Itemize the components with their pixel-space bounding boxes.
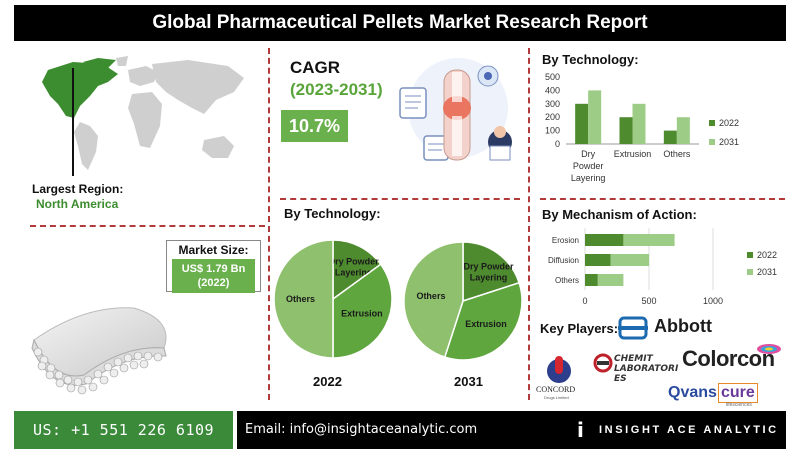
pie-label: Layering [335,267,373,277]
bar-2022 [619,117,633,144]
y-tick-label: 300 [545,99,560,109]
legend-label: 2022 [757,250,777,260]
category-label: Dry [581,149,595,159]
legend-label: 2031 [757,267,777,277]
pie-slice [332,263,393,359]
pie-slice [443,281,523,361]
footer-bar: Email: info@insightaceanalytic.com i INS… [237,411,786,449]
market-size-year: (2022) [197,277,230,289]
y-tick-label: 500 [545,72,560,82]
pie-slice [332,239,382,301]
tech-pie-title: By Technology: [284,206,381,221]
market-size-box: Market Size: US$ 1.79 Bn (2022) [166,240,261,293]
pie-slice [462,241,521,303]
y-tick-label: 100 [545,126,560,136]
legend-label: 2031 [719,137,739,147]
category-label: Diffusion [548,256,579,265]
pie-label: Extrusion [465,319,507,329]
y-tick-label: 400 [545,85,560,95]
cagr-title: CAGR [290,58,341,77]
key-players-label: Key Players: [540,321,619,336]
abbott-name: Abbott [654,316,712,336]
category-label: Layering [571,173,606,183]
colorcon-logo [757,344,781,354]
bar-2031 [610,254,649,266]
divider [268,48,270,400]
category-label: Erosion [552,236,579,245]
concord-logo [547,356,571,383]
brand-icon: i [577,418,584,442]
divider [540,198,785,200]
largest-region-label: Largest Region: [32,182,124,196]
divider [528,48,530,400]
pie-label: Others [416,291,445,301]
bar-2031 [588,90,602,144]
report-title: Global Pharmaceutical Pellets Market Res… [14,5,786,41]
x-tick-label: 1000 [703,296,723,306]
pie-slice [403,241,464,359]
pie-caption-2022: 2022 [313,374,342,389]
market-size-value: US$ 1.79 Bn (2022) [172,259,255,293]
concord-name: CONCORD [536,385,576,394]
divider [280,198,520,200]
tech-bar-chart: 0 100 200 300 400 500 Dry Powder Layering Extrusi… [545,72,739,183]
x-tick-label: 0 [582,296,587,306]
category-label: Powder [573,161,604,171]
pie-slice [273,239,334,359]
pie-label: Dry Powder [463,261,514,271]
bar-2031 [632,103,646,144]
bar-2022 [585,234,624,246]
qvans-name: Qvans [668,384,717,401]
bar-2022 [663,130,677,144]
category-label: Others [555,276,579,285]
legend-label: 2022 [719,118,739,128]
x-tick-label: 500 [641,296,656,306]
bar-2031 [676,117,690,144]
mechanism-bar-chart: 0 500 1000 Erosion Diffusion Others 2022 2031 [548,228,777,306]
footer-phone: US: +1 551 226 6109 [14,411,233,449]
medical-illustration [399,58,512,161]
y-tick-label: 0 [555,139,560,149]
bar-2022 [585,274,598,286]
bar-2031 [597,274,624,286]
world-map [42,56,244,170]
qvanscure-subtitle: lifesciences [726,402,752,408]
divider [30,225,265,227]
bar-2022 [585,254,611,266]
pie-label: Dry Powder [329,256,380,266]
legend-swatch [709,120,715,126]
chemit-logo [593,353,613,373]
cure-name: cure [718,383,758,403]
category-label: Extrusion [614,149,652,159]
category-label: Others [663,149,691,159]
pellets-illustration [31,307,167,395]
cagr-value: 10.7% [281,110,348,142]
location-pin [72,68,74,176]
y-tick-label: 200 [545,112,560,122]
bar-2022 [575,103,589,144]
legend-swatch [747,252,753,258]
pie-label: Extrusion [341,309,383,319]
cagr-years: (2023-2031) [290,80,383,99]
bar-2031 [623,234,675,246]
market-size-label: Market Size: [178,243,249,257]
pie-label: Others [286,294,315,304]
tech-bar-title: By Technology: [542,52,639,67]
chemit-text: CHEMIT LABORATORIES [614,354,679,384]
market-size-amount: US$ 1.79 Bn [181,263,246,275]
footer-brand: INSIGHT ACE ANALYTIC [599,424,779,436]
legend-swatch [747,269,753,275]
concord-subtitle: Drugs Limited [544,395,569,400]
largest-region-value: North America [36,197,119,211]
abbott-logo [618,316,648,340]
pie-caption-2031: 2031 [454,374,483,389]
footer-email: Email: info@insightaceanalytic.com [245,422,478,437]
pie-label: Layering [470,272,508,282]
chemit-name: CHEMIT LABORATORIES [614,354,684,384]
legend-swatch [709,139,715,145]
mech-title: By Mechanism of Action: [542,207,697,222]
